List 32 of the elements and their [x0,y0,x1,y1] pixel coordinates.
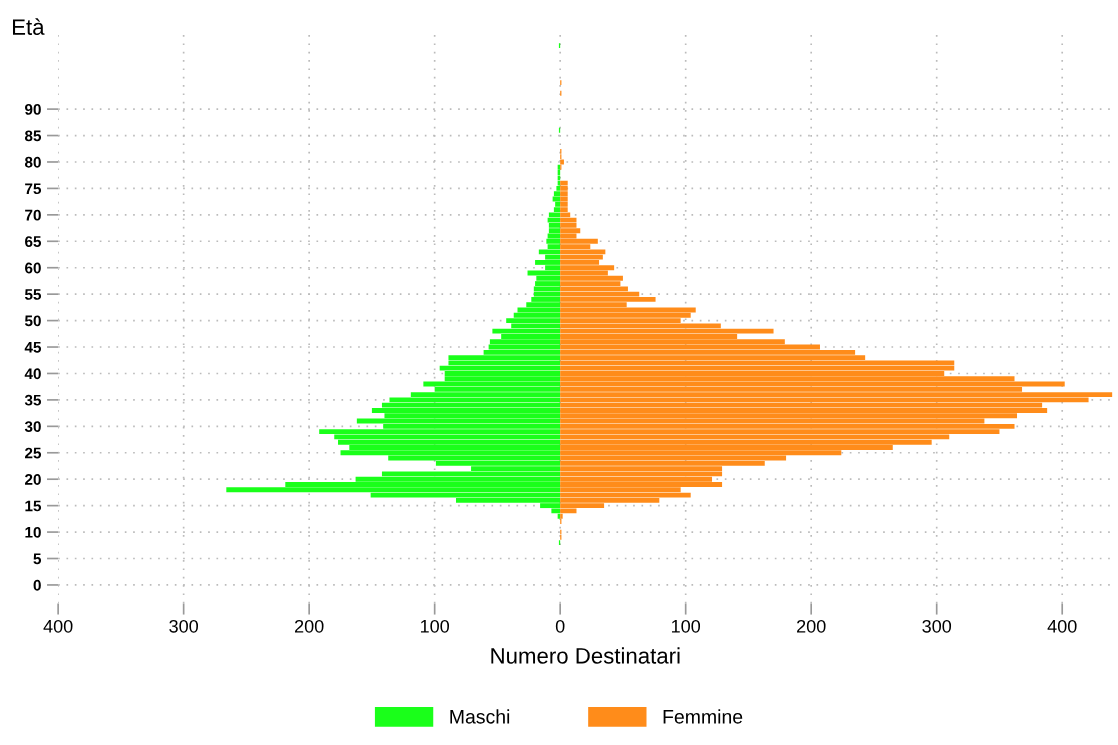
x-tick-label: 100 [672,619,701,633]
y-tick-label: 20 [25,474,41,485]
x-tick-label: 200 [797,619,826,633]
legend-label: Femmine [663,709,743,724]
y-tick-label: 85 [24,130,42,142]
y-tick-label: 60 [25,262,41,274]
y-tick-label: 90 [25,103,41,115]
y-tick-label: 0 [33,579,41,591]
y-tick-label: 45 [24,342,42,353]
x-tick-label: 0 [555,619,565,633]
y-tick-label: 30 [24,421,41,433]
y-tick-label: 50 [24,315,41,327]
x-tick-label: 200 [295,619,324,633]
x-tick-label: 300 [922,619,952,633]
y-tick-label: 80 [24,156,41,168]
y-tick-label: 55 [24,289,42,300]
x-axis-title: Numero Destinatari [491,647,680,664]
y-tick-label: 15 [25,500,42,512]
y-tick-label: 10 [25,526,41,538]
x-tick-label: 100 [420,619,450,633]
x-tick-label: 400 [1047,619,1077,633]
y-tick-label: 5 [33,553,42,565]
y-tick-label: 70 [25,209,41,221]
y-axis-title: Età [13,18,45,35]
legend-label: Maschi [450,709,510,724]
x-tick-label: 400 [43,619,73,633]
x-tick-label: 300 [169,619,198,633]
y-tick-label: 75 [25,183,42,195]
y-tick-label: 35 [24,394,42,406]
y-tick-label: 40 [24,368,41,380]
y-tick-label: 25 [25,447,42,459]
y-tick-label: 65 [25,236,42,247]
